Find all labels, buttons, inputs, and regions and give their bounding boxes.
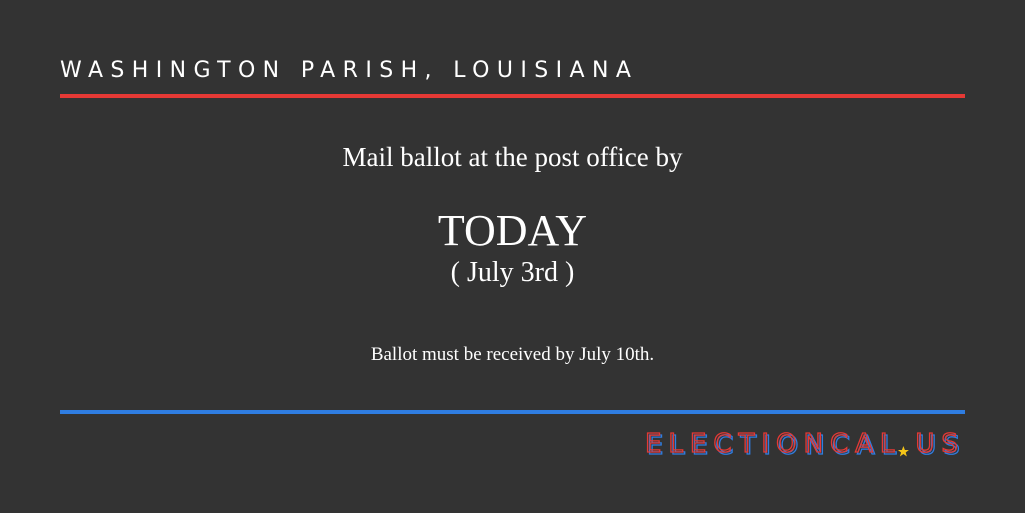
logo-star [897,446,909,457]
logo-tld-shadow: US [917,431,967,461]
logo-text-shadow: ELECTIONCAL [647,431,903,461]
divider-blue [60,410,965,414]
logo-tld: US [915,429,965,459]
deadline: TODAY [437,206,588,255]
logo: ELECTIONCAL ELECTIONCAL US US [644,428,967,461]
note: Ballot must be received by July 10th. [370,344,655,365]
lead-text: Mail ballot at the post office by [342,142,683,172]
region-title: WASHINGTON PARISH, LOUISIANA [60,58,639,83]
divider-red [60,94,965,98]
deadline-date: ( July 3rd ) [450,257,575,288]
logo-text: ELECTIONCAL [645,429,901,459]
